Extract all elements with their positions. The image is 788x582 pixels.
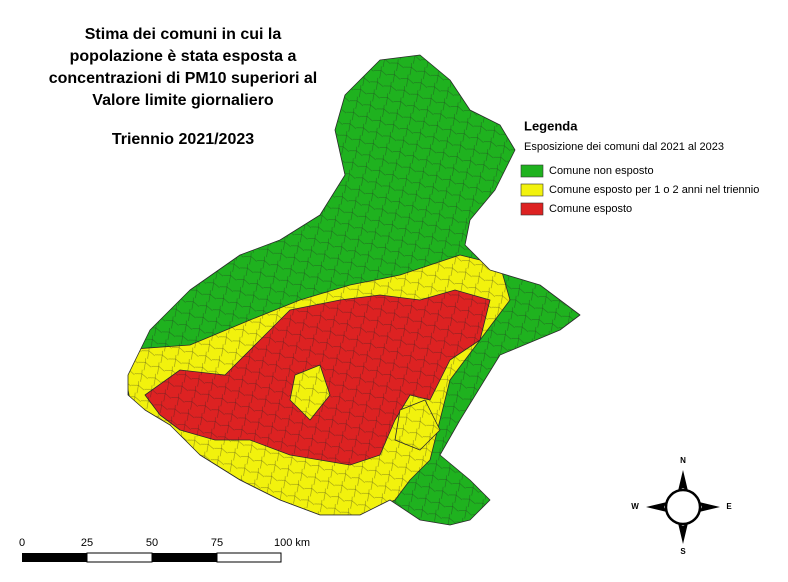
scale-label: 0 — [19, 537, 25, 549]
title-line: concentrazioni di PM10 superiori al — [49, 70, 318, 87]
legend-label: Comune esposto per 1 o 2 anni nel trienn… — [549, 184, 759, 196]
title-line: Stima dei comuni in cui la — [85, 26, 282, 43]
legend-swatch — [520, 164, 544, 178]
compass-s: S — [680, 547, 686, 556]
legend-label: Comune esposto — [549, 203, 632, 215]
title-line: Valore limite giornaliero — [92, 92, 274, 109]
legend-title: Legenda — [524, 118, 578, 133]
legend-items: Comune non esposto Comune esposto per 1 o… — [520, 164, 759, 216]
region-outline — [127, 54, 581, 526]
scale-label: 50 — [146, 537, 158, 549]
legend-subtitle: Esposizione dei comuni dal 2021 al 2023 — [524, 141, 724, 153]
scale-segment — [152, 553, 217, 562]
scale-bar: 0 25 50 75 100 km — [19, 537, 310, 563]
scale-segment — [22, 553, 87, 562]
scale-label: 25 — [81, 537, 93, 549]
legend-label: Comune non esposto — [549, 165, 654, 177]
compass-n: N — [680, 456, 686, 465]
compass: N S W E — [631, 456, 732, 556]
scale-segment — [216, 552, 282, 563]
legend-swatch — [520, 202, 544, 216]
scale-label: 100 km — [274, 537, 310, 549]
legend-swatch — [520, 183, 544, 197]
subtitle: Triennio 2021/2023 — [112, 131, 254, 148]
compass-w: W — [631, 502, 639, 511]
scale-segment — [86, 552, 153, 563]
title-line: popolazione è stata esposta a — [70, 48, 297, 65]
scale-label: 75 — [211, 537, 223, 549]
compass-e: E — [726, 502, 732, 511]
